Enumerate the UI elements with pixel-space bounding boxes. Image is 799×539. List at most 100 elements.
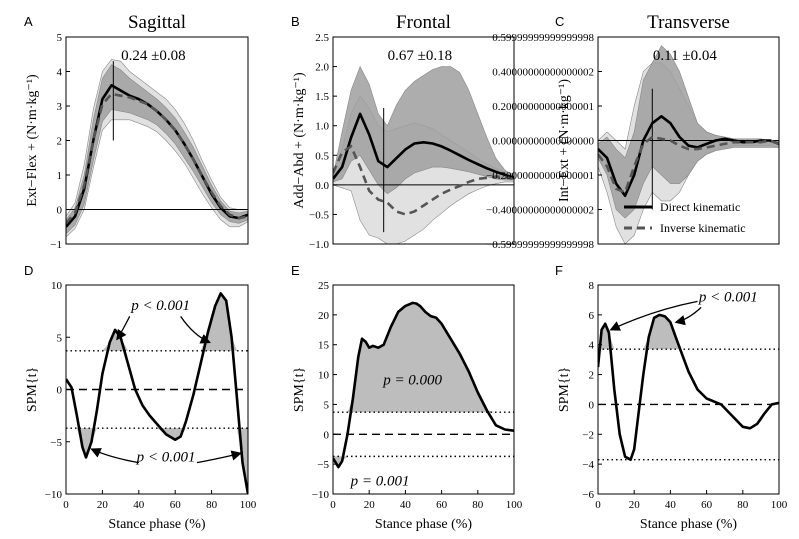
- y-tick-label: −1.0: [309, 239, 329, 251]
- y-tick-label: 0.59999999999999998: [492, 32, 594, 44]
- y-tick-label: 10: [318, 370, 330, 382]
- panel-letter: D: [24, 263, 33, 278]
- significance-label: p = 0.001: [350, 474, 410, 490]
- series-direct-kinematic: [333, 112, 514, 180]
- annotation-arrow: [90, 448, 139, 464]
- x-tick-label: 40: [133, 499, 145, 511]
- y-tick-label: 15: [318, 340, 330, 352]
- x-tick-label: 60: [701, 499, 713, 511]
- y-axis-label: SPM{t}: [557, 367, 572, 412]
- significance-label: p < 0.001: [698, 289, 758, 305]
- y-tick-label: −5: [317, 459, 329, 471]
- spm-curve: [598, 313, 779, 462]
- panel-title: Transverse: [647, 12, 730, 33]
- y-tick-label: 2: [589, 370, 595, 382]
- y-tick-label: 4: [57, 67, 63, 79]
- panel-letter: C: [555, 14, 564, 29]
- y-tick-label: −10: [312, 489, 330, 501]
- significance-label: p < 0.001: [130, 298, 190, 314]
- y-tick-label: 4: [589, 340, 595, 352]
- plot-area: [598, 45, 779, 244]
- axes-frame: [597, 284, 780, 495]
- x-tick-label: 80: [206, 499, 218, 511]
- y-tick-label: −0.5: [309, 209, 329, 221]
- x-tick-label: 100: [771, 499, 788, 511]
- y-tick-label: 5: [57, 332, 63, 344]
- series-inverse-kinematic: [598, 135, 779, 194]
- y-tick-label: 0: [324, 429, 330, 441]
- y-tick-label: 8: [589, 280, 595, 292]
- panel-title: Frontal: [396, 12, 451, 33]
- x-axis-label: Stance phase (%): [640, 517, 738, 532]
- legend-direct-label: Direct kinematic: [660, 200, 740, 214]
- x-tick-label: 40: [400, 499, 412, 511]
- series-inverse-kinematic: [66, 92, 248, 225]
- y-tick-label: 1.5: [315, 91, 329, 103]
- x-axis-label: Stance phase (%): [375, 517, 473, 532]
- y-tick-label: 5: [57, 32, 63, 44]
- sd-band-dark: [598, 45, 779, 219]
- series-inverse-kinematic: [333, 144, 514, 216]
- peak-annotation: 0.24 ±0.08: [121, 48, 185, 64]
- supra-threshold-region: [333, 302, 514, 413]
- y-tick-label: −5: [50, 437, 62, 449]
- panel-B: B Frontal 0.67 ±0.18 −1.0 −0.5 0.0 0.5 1.0 1.5 2.…: [291, 12, 515, 251]
- y-tick-label: 2: [57, 136, 63, 148]
- y-tick-label: 5: [324, 399, 330, 411]
- y-tick-label: 0.00000000000000000: [492, 136, 594, 148]
- x-tick-label: 40: [665, 499, 677, 511]
- y-tick-label: 2.5: [315, 32, 329, 44]
- y-tick-label: −4: [582, 459, 594, 471]
- sub-threshold-region: [333, 456, 514, 468]
- axes-frame: [332, 284, 515, 495]
- panel-letter: A: [24, 14, 33, 29]
- significance-label: p = 0.000: [382, 373, 442, 389]
- x-tick-label: 80: [737, 499, 749, 511]
- y-axis-label: SPM{t}: [25, 367, 40, 412]
- annotation-arrow: [196, 450, 242, 464]
- panel-E: E −10 −5 0 5 10 15 20 25 0 20 40 60 80 100 Stance phase…: [291, 263, 523, 532]
- legend-inverse-label: Inverse kinematic: [660, 221, 746, 235]
- y-tick-label: 20: [318, 310, 330, 322]
- annotation-arrow: [674, 306, 702, 326]
- panel-letter: F: [555, 263, 563, 278]
- y-tick-label: 6: [589, 310, 595, 322]
- legend: Direct kinematic Inverse kinematic: [624, 200, 746, 235]
- axes-frame: [65, 284, 249, 495]
- y-tick-label: 0: [57, 205, 63, 217]
- y-tick-label: 0.20000000000000001: [492, 101, 594, 113]
- x-tick-label: 20: [629, 499, 641, 511]
- x-tick-label: 60: [170, 499, 182, 511]
- panel-C: C Transverse 0.11 ±0.04 −0.5999999999999999…: [486, 12, 780, 251]
- y-tick-label: 1: [57, 170, 63, 182]
- plot-area: [333, 65, 514, 244]
- y-tick-label: 2.0: [315, 62, 329, 74]
- y-tick-label: −0.40000000000000002: [486, 205, 594, 217]
- axes-frame: [332, 36, 515, 245]
- axes-frame: [65, 36, 249, 245]
- panel-A: A Sagittal 0.24 ±0.08 −1 0 1 2 3 4 5 Ext−Flex + (N…: [24, 12, 249, 251]
- x-tick-label: 0: [330, 499, 336, 511]
- panel-title: Sagittal: [128, 12, 186, 33]
- x-tick-label: 0: [595, 499, 601, 511]
- y-tick-label: −0.20000000000000001: [486, 170, 594, 182]
- spm-curve: [66, 292, 248, 494]
- peak-annotation: 0.67 ±0.18: [388, 48, 452, 64]
- y-axis-label: Int−Ext + (N·m·kg⁻¹): [557, 79, 572, 202]
- y-tick-label: 1.0: [315, 121, 329, 133]
- y-axis-label: Add−Abd + (N·m·kg⁻¹): [292, 72, 307, 209]
- panel-letter: B: [291, 14, 300, 29]
- plot-area: [66, 59, 248, 238]
- y-tick-label: 10: [51, 280, 63, 292]
- y-tick-label: 0.0: [315, 180, 329, 192]
- plot-area: [333, 301, 514, 469]
- y-tick-label: −2: [582, 429, 594, 441]
- plot-area: [598, 313, 779, 462]
- y-tick-label: −1: [50, 239, 62, 251]
- x-tick-label: 20: [364, 499, 376, 511]
- x-tick-label: 100: [506, 499, 523, 511]
- axes-frame: [597, 36, 780, 245]
